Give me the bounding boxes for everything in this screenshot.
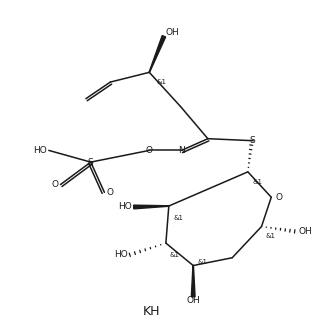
Text: KH: KH xyxy=(142,305,160,318)
Text: &1: &1 xyxy=(174,215,184,221)
Text: &1: &1 xyxy=(253,178,263,184)
Text: S: S xyxy=(88,158,94,166)
Text: O: O xyxy=(52,180,59,189)
Polygon shape xyxy=(191,265,195,297)
Text: N: N xyxy=(178,146,185,155)
Text: O: O xyxy=(106,188,113,197)
Text: S: S xyxy=(249,136,255,145)
Text: OH: OH xyxy=(299,227,312,236)
Text: &1: &1 xyxy=(156,79,166,85)
Polygon shape xyxy=(134,205,169,209)
Text: O: O xyxy=(275,193,282,202)
Text: HO: HO xyxy=(118,202,132,211)
Text: HO: HO xyxy=(114,250,128,259)
Text: &1: &1 xyxy=(170,252,180,258)
Text: HO: HO xyxy=(33,146,47,155)
Text: O: O xyxy=(146,146,153,155)
Text: &1: &1 xyxy=(197,259,207,265)
Text: OH: OH xyxy=(186,296,200,305)
Polygon shape xyxy=(149,36,166,73)
Text: OH: OH xyxy=(166,28,180,37)
Text: &1: &1 xyxy=(265,233,275,239)
